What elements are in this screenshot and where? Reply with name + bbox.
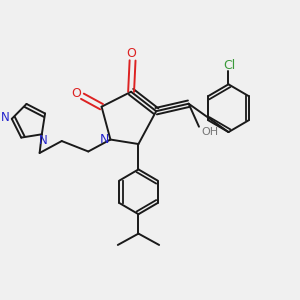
Text: O: O (126, 47, 136, 60)
Text: N: N (99, 133, 109, 146)
Text: OH: OH (201, 127, 218, 137)
Text: Cl: Cl (223, 59, 235, 72)
Text: O: O (71, 87, 81, 100)
Text: N: N (39, 134, 47, 147)
Text: N: N (1, 111, 10, 124)
